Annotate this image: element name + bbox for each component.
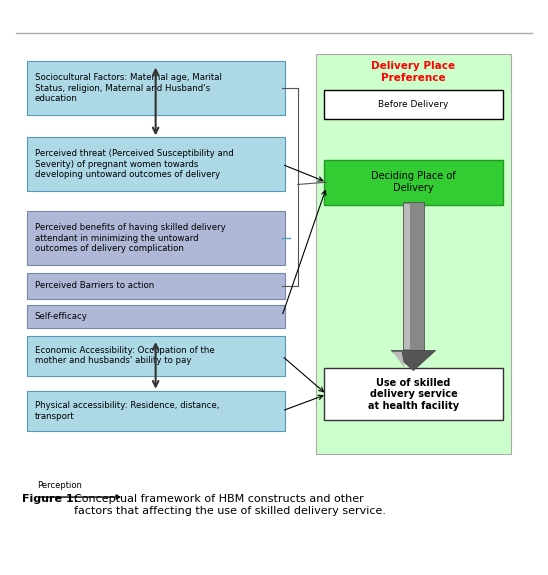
Text: Perceived threat (Perceived Susceptibility and
Severity) of pregnant women towar: Perceived threat (Perceived Susceptibili… bbox=[35, 150, 233, 179]
Text: Before Delivery: Before Delivery bbox=[378, 101, 449, 109]
FancyBboxPatch shape bbox=[27, 336, 284, 376]
Text: Self-efficacy: Self-efficacy bbox=[35, 312, 88, 321]
FancyBboxPatch shape bbox=[27, 61, 284, 115]
FancyBboxPatch shape bbox=[27, 391, 284, 431]
FancyBboxPatch shape bbox=[27, 305, 284, 328]
Polygon shape bbox=[403, 202, 424, 350]
Text: Figure 1:: Figure 1: bbox=[22, 494, 78, 504]
Text: Perceived benefits of having skilled delivery
attendant in minimizing the untowa: Perceived benefits of having skilled del… bbox=[35, 223, 225, 253]
FancyBboxPatch shape bbox=[324, 369, 503, 420]
FancyBboxPatch shape bbox=[324, 90, 503, 120]
Polygon shape bbox=[392, 352, 405, 369]
FancyBboxPatch shape bbox=[27, 212, 284, 265]
Text: Delivery Place
Preference: Delivery Place Preference bbox=[372, 61, 455, 83]
FancyBboxPatch shape bbox=[27, 137, 284, 191]
Text: Deciding Place of
Delivery: Deciding Place of Delivery bbox=[371, 171, 456, 193]
Text: Perception: Perception bbox=[37, 481, 82, 490]
Text: Use of skilled
delivery service
at health facility: Use of skilled delivery service at healt… bbox=[368, 378, 459, 411]
FancyBboxPatch shape bbox=[316, 55, 511, 454]
Text: Conceptual framework of HBM constructs and other
factors that affecting the use : Conceptual framework of HBM constructs a… bbox=[74, 494, 386, 516]
FancyBboxPatch shape bbox=[27, 273, 284, 299]
Text: Sociocultural Factors: Maternal age, Marital
Status, religion, Maternal and Husb: Sociocultural Factors: Maternal age, Mar… bbox=[35, 73, 221, 103]
FancyBboxPatch shape bbox=[27, 474, 137, 507]
Text: Economic Accessibility: Occupation of the
mother and husbands' ability to pay: Economic Accessibility: Occupation of th… bbox=[35, 346, 214, 366]
Text: Perceived Barriers to action: Perceived Barriers to action bbox=[35, 281, 154, 290]
Polygon shape bbox=[404, 204, 410, 349]
Polygon shape bbox=[391, 350, 436, 370]
Text: Physical accessibility: Residence, distance,
transport: Physical accessibility: Residence, dista… bbox=[35, 401, 219, 421]
FancyBboxPatch shape bbox=[324, 160, 503, 205]
